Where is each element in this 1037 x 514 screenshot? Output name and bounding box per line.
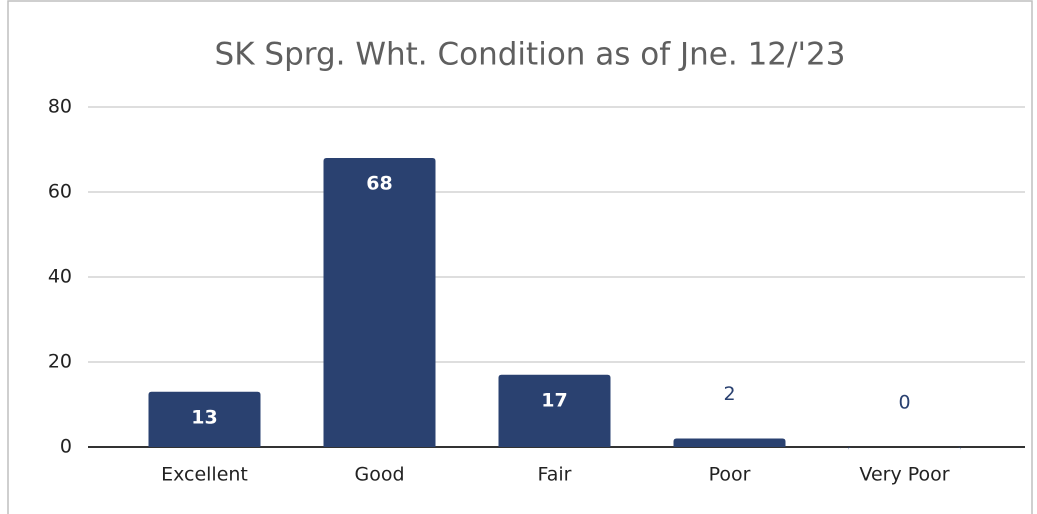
data-label: 68 bbox=[366, 173, 392, 195]
bar bbox=[148, 391, 261, 447]
bar bbox=[673, 438, 786, 447]
y-tick-label: 80 bbox=[48, 96, 72, 118]
data-label: 17 bbox=[541, 389, 567, 411]
y-tick-label: 0 bbox=[60, 436, 72, 458]
x-tick-label: Good bbox=[354, 464, 404, 486]
data-label: 2 bbox=[723, 383, 735, 405]
x-tick-label: Very Poor bbox=[859, 464, 949, 486]
y-tick-label: 20 bbox=[48, 351, 72, 373]
x-tick-label: Excellent bbox=[161, 464, 248, 486]
y-tick-label: 60 bbox=[48, 181, 72, 203]
bar bbox=[498, 374, 611, 447]
y-tick-label: 40 bbox=[48, 266, 72, 288]
data-label: 13 bbox=[191, 406, 217, 428]
x-tick-label: Poor bbox=[709, 464, 751, 486]
bar bbox=[323, 158, 436, 447]
x-tick-label: Fair bbox=[538, 464, 572, 486]
chart-title: SK Sprg. Wht. Condition as of Jne. 12/'2… bbox=[215, 37, 846, 73]
data-label: 0 bbox=[898, 392, 910, 414]
